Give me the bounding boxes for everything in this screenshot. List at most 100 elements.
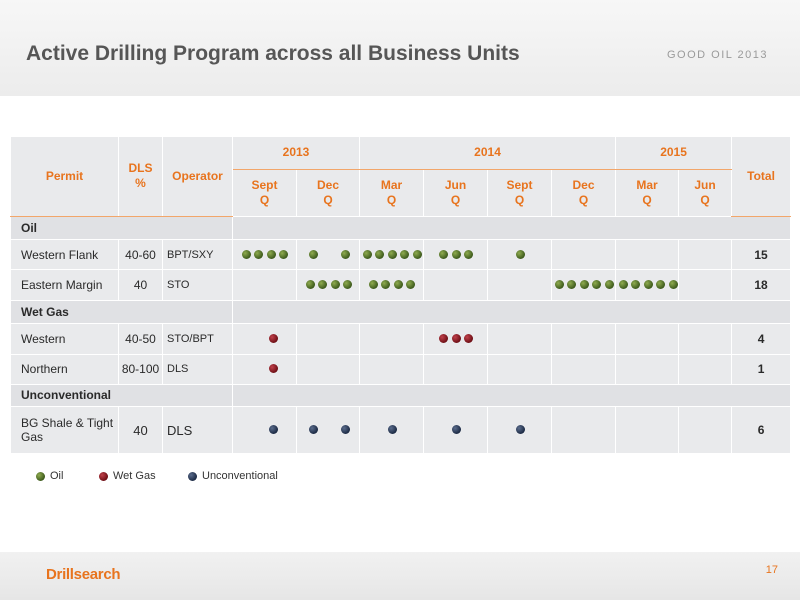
legend-label: Unconventional	[202, 470, 278, 482]
quarter-cell	[359, 406, 425, 454]
header-quarter: Jun Q	[678, 168, 733, 217]
oil-well-dot	[668, 279, 678, 289]
quarter-cell	[359, 323, 425, 356]
oil-well-dot	[362, 249, 372, 259]
wet-gas-well-dot	[464, 334, 474, 344]
row-total: 6	[731, 406, 792, 454]
quarter-cell	[678, 406, 733, 454]
quarter-cell	[678, 239, 733, 270]
quarter-cell	[487, 239, 553, 270]
oil-well-dot	[343, 279, 353, 289]
oil-well-dot	[604, 279, 614, 289]
section-fill	[231, 383, 792, 408]
oil-well-dot	[375, 249, 385, 259]
quarter-cell	[615, 268, 680, 301]
oil-well-dot	[406, 279, 416, 289]
conference-tag: GOOD OIL 2013	[666, 49, 768, 61]
quarter-cell	[678, 268, 733, 301]
quarter-cell	[487, 406, 553, 454]
unconventional-well-dot	[451, 425, 461, 435]
row-total: 1	[731, 354, 792, 385]
quarter-cell	[295, 239, 361, 270]
permit-name: Eastern Margin	[10, 268, 119, 301]
quarter-cell	[615, 406, 680, 454]
quarter-cell	[487, 323, 553, 356]
oil-well-dot	[387, 249, 397, 259]
row-total: 18	[731, 268, 792, 301]
permit-name: Northern	[10, 354, 119, 385]
section-label-oil: Oil	[10, 215, 233, 241]
oil-well-dot	[308, 249, 318, 259]
wet-gas-well-dot	[439, 334, 449, 344]
quarter-cell	[551, 406, 617, 454]
row-total: 15	[731, 239, 792, 270]
header-quarter: Mar Q	[615, 168, 680, 217]
quarter-cell	[615, 354, 680, 385]
quarter-cell	[232, 406, 297, 454]
oil-well-dot	[381, 279, 391, 289]
oil-well-dot	[643, 279, 653, 289]
slide-header: Active Drilling Program across all Busin…	[0, 0, 800, 96]
table-row: Northern 80-100 DLS 1	[10, 354, 792, 385]
page-number: 17	[765, 564, 778, 576]
quarter-cell	[359, 268, 425, 301]
slide-footer: Drillsearch 17	[0, 552, 800, 600]
oil-well-dot	[318, 279, 328, 289]
wet-gas-well-dot	[269, 364, 278, 374]
dls-percent: 40	[118, 268, 163, 301]
oil-well-dot	[340, 249, 350, 259]
section-fill	[231, 215, 792, 241]
unconventional-well-dot	[308, 425, 318, 435]
quarter-cell	[551, 239, 617, 270]
operator-name: STO/BPT	[162, 323, 233, 356]
slide-title: Active Drilling Program across all Busin…	[26, 42, 520, 65]
operator-name: STO	[162, 268, 233, 301]
dls-percent: 40-50	[118, 323, 163, 356]
oil-well-dot	[412, 249, 422, 259]
oil-well-dot	[515, 249, 525, 259]
oil-well-dot	[567, 279, 577, 289]
quarter-cell	[678, 323, 733, 356]
section-label-wet-gas: Wet Gas	[10, 299, 233, 325]
oil-well-dot	[254, 249, 264, 259]
wet-gas-well-dot	[451, 334, 461, 344]
quarter-cell	[423, 406, 489, 454]
legend-oil-dot-icon	[36, 472, 45, 481]
unconventional-well-dot	[269, 425, 278, 435]
table-row: Western Flank 40-60 BPT/SXY 15	[10, 239, 792, 270]
oil-well-dot	[305, 279, 315, 289]
permit-name: BG Shale & Tight Gas	[10, 406, 119, 454]
drilling-grid: Permit DLS % Operator 2013 2014 2015 Tot…	[10, 136, 792, 454]
section-fill	[231, 299, 792, 325]
header-year-2013: 2013	[231, 136, 361, 170]
header-quarter: Dec Q	[551, 168, 617, 217]
quarter-cell	[423, 239, 489, 270]
quarter-cell	[487, 268, 553, 301]
oil-well-dot	[464, 249, 474, 259]
header-year-2014: 2014	[359, 136, 617, 170]
drilling-program-table: Permit DLS % Operator 2013 2014 2015 Tot…	[10, 136, 792, 454]
quarter-cell	[615, 239, 680, 270]
quarter-cell	[232, 354, 297, 385]
operator-name: BPT/SXY	[162, 239, 233, 270]
quarter-cell	[295, 406, 361, 454]
quarter-cell	[359, 239, 425, 270]
quarter-cell	[295, 268, 361, 301]
oil-well-dot	[579, 279, 589, 289]
operator-name: DLS	[162, 354, 233, 385]
dls-percent: 80-100	[118, 354, 163, 385]
row-total: 4	[731, 323, 792, 356]
unconventional-well-dot	[340, 425, 350, 435]
table-row: Eastern Margin 40 STO 18	[10, 268, 792, 301]
quarter-cell	[678, 354, 733, 385]
quarter-cell	[359, 354, 425, 385]
oil-well-dot	[393, 279, 403, 289]
oil-well-dot	[241, 249, 251, 259]
header-quarter: Mar Q	[359, 168, 425, 217]
header-quarter: Sept Q	[487, 168, 553, 217]
header-dls-percent: DLS %	[118, 136, 163, 217]
header-total: Total	[731, 136, 792, 217]
oil-well-dot	[592, 279, 602, 289]
quarter-cell	[487, 354, 553, 385]
header-quarter: Sept Q	[232, 168, 297, 217]
